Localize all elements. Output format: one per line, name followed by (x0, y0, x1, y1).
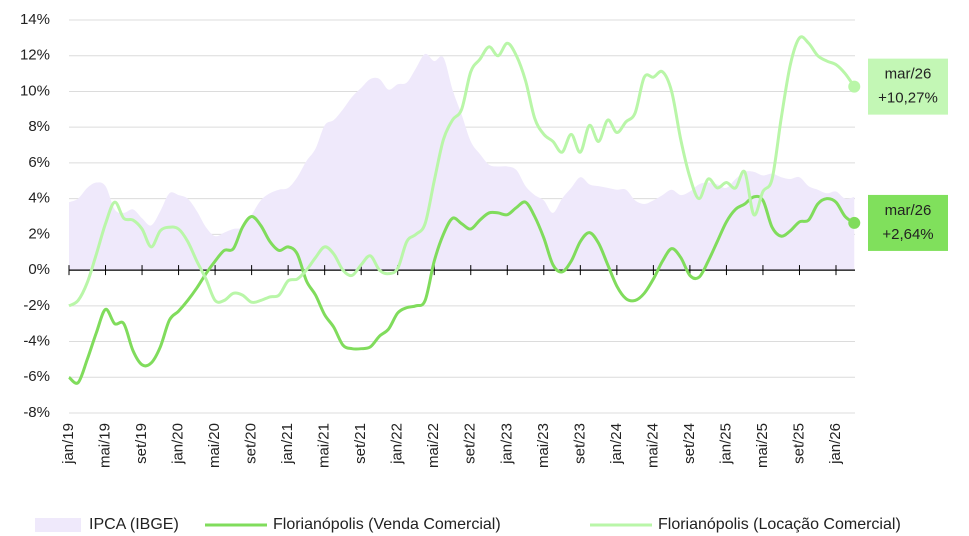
x-tick-label: set/23 (571, 423, 588, 464)
y-tick-label: 4% (28, 190, 50, 207)
x-tick-label: jan/21 (279, 423, 296, 465)
x-tick-label: mai/25 (754, 423, 771, 468)
x-tick-label: set/24 (681, 423, 698, 464)
x-tick-label: set/20 (243, 423, 260, 464)
x-tick-label: jan/22 (389, 423, 406, 465)
y-tick-label: -2% (23, 297, 50, 314)
annotation-box (868, 194, 948, 251)
line (68, 35, 856, 308)
y-tick-label: 2% (28, 225, 50, 242)
x-tick-label: mai/24 (644, 423, 661, 468)
y-tick-label: 12% (20, 47, 50, 64)
x-tick-label: set/21 (352, 423, 369, 464)
x-tick-label: mai/20 (206, 423, 223, 468)
x-tick-label: jan/25 (717, 423, 734, 465)
y-tick-label: -6% (23, 368, 50, 385)
x-tick-label: jan/26 (827, 423, 844, 465)
x-tick-label: jan/20 (170, 423, 187, 465)
annotation-box (868, 58, 948, 115)
annotation-date: mar/26 (885, 202, 932, 219)
y-tick-label: 0% (28, 261, 50, 278)
x-tick-label: set/25 (790, 423, 807, 464)
legend-label: IPCA (IBGE) (89, 516, 179, 533)
legend-swatch (35, 518, 81, 532)
y-tick-label: 14% (20, 11, 50, 28)
x-tick-label: mai/19 (96, 423, 113, 468)
y-tick-label: 10% (20, 82, 50, 99)
end-marker (848, 80, 861, 93)
annotation-date: mar/26 (885, 66, 932, 83)
x-tick-label: mai/21 (316, 423, 333, 468)
annotation-label: +2,64% (882, 226, 933, 243)
area (69, 53, 855, 271)
annotation-label: +10,27% (878, 90, 938, 107)
y-tick-label: 8% (28, 118, 50, 135)
line (68, 194, 856, 385)
legend-label: Florianópolis (Venda Comercial) (273, 516, 501, 533)
end-marker (848, 216, 861, 229)
y-tick-label: 6% (28, 154, 50, 171)
x-tick-label: jan/24 (608, 423, 625, 465)
legend-label: Florianópolis (Locação Comercial) (658, 516, 901, 533)
y-tick-label: -4% (23, 333, 50, 350)
x-tick-label: jan/19 (60, 423, 77, 465)
x-tick-label: set/22 (462, 423, 479, 464)
x-tick-label: mai/22 (425, 423, 442, 468)
x-tick-label: set/19 (133, 423, 150, 464)
y-tick-label: -8% (23, 404, 50, 421)
x-tick-label: mai/23 (535, 423, 552, 468)
x-tick-label: jan/23 (498, 423, 515, 465)
